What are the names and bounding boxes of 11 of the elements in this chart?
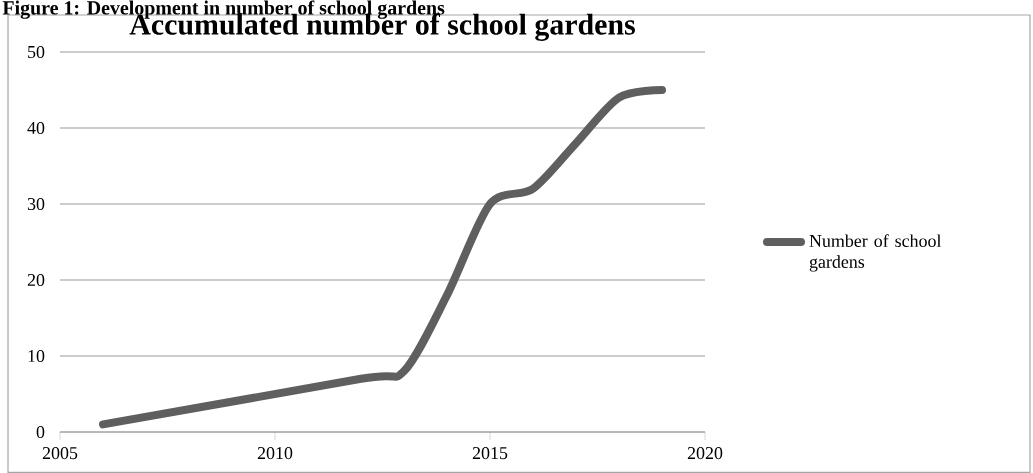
x-tick-label: 2005 — [42, 447, 78, 460]
y-tick-label: 20 — [27, 273, 45, 287]
y-tick-label: 30 — [27, 197, 45, 211]
y-tick-label: 0 — [36, 425, 45, 439]
y-tick-label: 10 — [28, 349, 45, 363]
legend-label: Number of school gardens — [809, 234, 942, 272]
y-tick-label: 50 — [28, 45, 45, 59]
x-tick-label: 2020 — [687, 447, 723, 460]
x-tick-label: 2015 — [472, 447, 508, 460]
x-tick-label: 2010 — [257, 447, 293, 460]
y-tick-label: 40 — [27, 121, 45, 135]
